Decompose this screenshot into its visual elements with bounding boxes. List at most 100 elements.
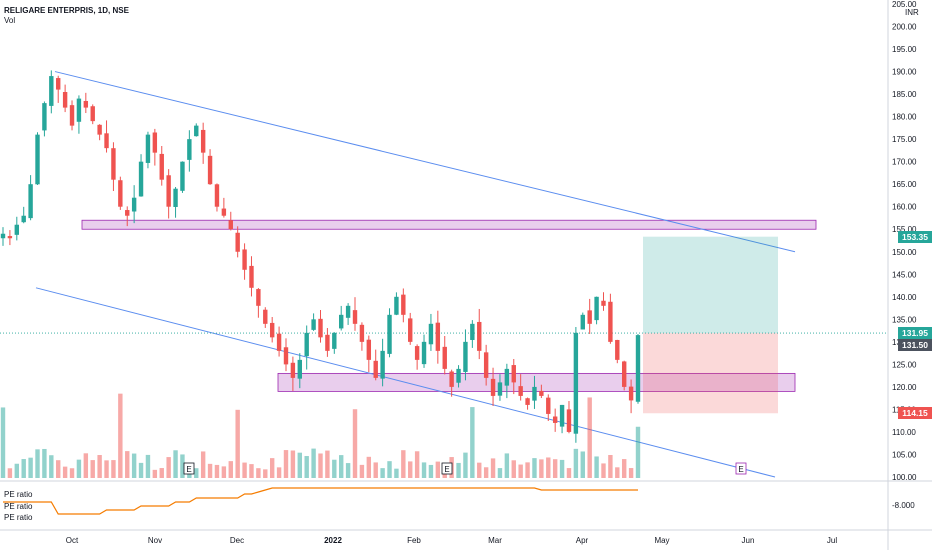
candle-body	[304, 332, 309, 357]
volume-bar	[152, 469, 158, 478]
candle-body	[69, 105, 75, 126]
volume-bar	[352, 409, 358, 478]
candle-body	[42, 103, 47, 131]
earnings-marker-label: E	[738, 465, 743, 474]
earnings-marker-label: E	[444, 465, 449, 474]
volume-label: Vol	[4, 16, 16, 25]
candle-body	[242, 249, 247, 270]
earnings-marker[interactable]	[735, 462, 747, 475]
candle-body	[49, 76, 54, 106]
volume-bar	[573, 448, 579, 478]
volume-bar	[145, 454, 151, 478]
candle-body	[532, 386, 537, 401]
candle-body	[180, 161, 185, 191]
candle-body	[138, 161, 144, 197]
earnings-marker[interactable]	[183, 462, 195, 475]
volume-bar	[125, 451, 130, 478]
candle-body	[125, 210, 130, 216]
volume-bar	[159, 468, 164, 478]
price-badge: 131.50	[898, 339, 932, 352]
x-tick-label: Jun	[742, 536, 755, 545]
y-tick-label: 110.00	[892, 428, 916, 437]
candle-body	[566, 409, 572, 432]
candle-body	[263, 309, 268, 324]
candle-body	[97, 124, 102, 135]
x-tick-label: Apr	[576, 536, 589, 545]
x-tick-label: May	[654, 536, 669, 545]
candle-body	[0, 233, 6, 239]
candle-body	[490, 378, 496, 396]
volume-bar	[200, 451, 206, 478]
volume-bar	[256, 468, 261, 478]
volume-bar	[90, 460, 95, 478]
earnings-marker-label: E	[186, 465, 191, 474]
volume-bar	[366, 456, 372, 478]
y-tick-label: 205.00	[892, 0, 917, 9]
volume-bar	[276, 467, 282, 478]
x-tick-label: Mar	[488, 536, 502, 545]
volume-bar	[428, 464, 434, 478]
symbol-label: RELIGARE ENTERPRIS, 1D, NSE	[4, 6, 129, 15]
volume-bar	[539, 459, 544, 478]
pe-ratio-label: PE ratio	[4, 490, 33, 499]
volume-bar	[235, 409, 240, 478]
currency-label: INR	[905, 8, 919, 17]
candle-body	[359, 324, 365, 342]
volume-bar	[42, 448, 47, 478]
volume-bar	[76, 459, 82, 478]
candle-body	[76, 98, 82, 122]
volume-bar	[635, 426, 641, 478]
candle-body	[325, 334, 330, 351]
volume-bar	[414, 451, 420, 478]
volume-bar	[621, 459, 627, 478]
candle-body	[421, 341, 427, 365]
y-tick-label: 120.00	[892, 383, 917, 392]
volume-bar	[56, 460, 61, 478]
candle-body	[283, 347, 289, 365]
candle-body	[104, 133, 109, 149]
volume-bar	[118, 393, 123, 478]
y-tick-label: 185.00	[892, 90, 917, 99]
volume-bar	[587, 397, 592, 478]
volume-bar	[104, 460, 109, 478]
volume-bar	[304, 456, 309, 478]
candle-body	[187, 139, 192, 160]
volume-bar	[456, 462, 461, 478]
x-tick-label: Feb	[407, 536, 421, 545]
volume-bar	[359, 464, 365, 478]
volume-bar	[477, 462, 482, 478]
volume-bar	[435, 461, 441, 478]
candle-body	[594, 296, 599, 321]
volume-bar	[194, 468, 199, 478]
y-tick-label: 155.00	[892, 225, 917, 234]
earnings-marker[interactable]	[441, 462, 453, 475]
y-tick-label: 160.00	[892, 203, 917, 212]
candle-body	[366, 339, 372, 360]
candle-body	[269, 322, 275, 338]
candle-body	[166, 175, 171, 207]
y-tick-label: 165.00	[892, 180, 917, 189]
candle-body	[207, 155, 213, 185]
profit-zone	[643, 236, 778, 334]
candle-body	[483, 352, 489, 378]
candle-body	[573, 332, 579, 434]
y-tick-label: 200.00	[892, 23, 917, 32]
x-tick-label: 2022	[324, 536, 342, 545]
volume-bar	[69, 468, 75, 478]
volume-bar	[214, 464, 220, 478]
volume-bar	[131, 453, 137, 478]
candle-body	[90, 106, 95, 122]
candle-body	[442, 346, 447, 369]
volume-bar	[546, 457, 551, 478]
volume-bar	[180, 454, 185, 478]
pe-ratio-label: PE ratio	[4, 513, 33, 522]
volume-bar	[83, 453, 89, 478]
candle-body	[83, 100, 89, 108]
candle-body	[518, 386, 523, 396]
candle-body	[221, 208, 227, 216]
candle-body	[394, 296, 399, 315]
candle-body	[131, 197, 137, 212]
y-tick-label: 125.00	[892, 360, 917, 369]
candle-body	[145, 134, 151, 163]
